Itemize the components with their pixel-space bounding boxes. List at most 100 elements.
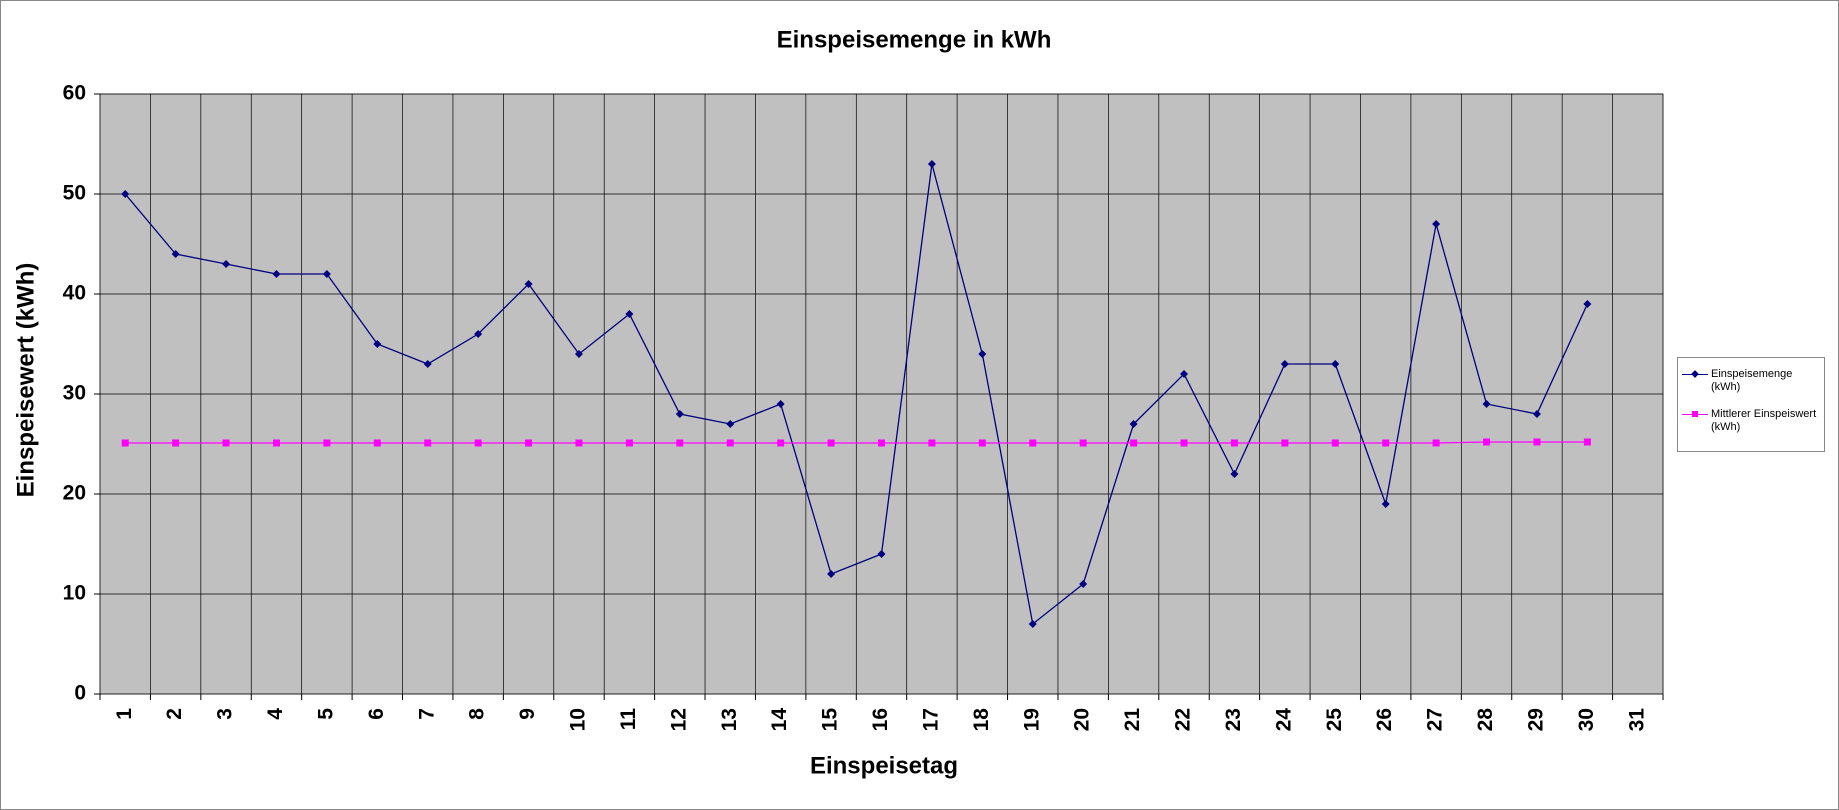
point [827,570,836,578]
point [423,360,432,368]
point [1280,360,1289,368]
point [474,439,482,447]
point [877,550,886,558]
point [474,330,483,338]
series-line [125,441,1588,444]
x-tick-label: 10 [567,708,590,731]
y-tick-label: 20 [63,482,86,505]
point [1432,220,1441,228]
x-tick-label: 18 [970,708,993,732]
point [1130,439,1138,447]
x-tick-label: 26 [1373,708,1396,731]
point [625,439,633,447]
point [1129,420,1138,428]
y-tick-label: 50 [63,182,86,205]
point [272,270,281,278]
x-tick-label: 30 [1575,708,1598,731]
y-tick-label: 60 [63,82,86,105]
point [524,280,533,288]
x-tick-label: 19 [1020,708,1043,731]
point [1331,439,1339,447]
point [1029,439,1037,447]
point [1432,439,1440,447]
legend-item: Einspeisemenge (kWh) [1682,368,1820,394]
y-tick-label: 30 [63,382,86,405]
point [978,350,987,358]
legend-swatch [1682,368,1708,380]
point [675,410,684,418]
legend-swatch [1682,408,1708,420]
x-tick-label: 3 [214,708,237,720]
point [1028,620,1037,628]
point [121,439,129,447]
y-tick-label: 40 [63,282,86,305]
x-tick-label: 17 [919,708,942,731]
x-tick-label: 9 [516,708,539,720]
x-tick-label: 16 [869,708,892,731]
point [1281,439,1289,447]
point [575,439,583,447]
point [121,190,130,198]
point [1382,439,1390,447]
legend-label: Einspeisemenge (kWh) [1711,368,1793,393]
point [776,400,785,408]
x-tick-label: 1 [113,708,136,720]
x-tick-label: 15 [819,708,842,732]
point [625,310,634,318]
legend-item: Mittlerer Einspeiswert (kWh) [1682,408,1820,434]
x-tick-label: 11 [617,708,640,731]
point [1230,439,1238,447]
point [1180,370,1189,378]
series-line [124,163,1588,626]
point [272,439,280,447]
point [1180,439,1188,447]
point [777,439,785,447]
point [322,270,331,278]
point [323,439,331,447]
x-tick-label: 7 [415,708,438,720]
point [927,160,936,168]
point [373,340,382,348]
point [676,439,684,447]
x-tick-label: 29 [1524,708,1547,731]
x-tick-label: 5 [314,708,337,720]
point [1381,500,1390,508]
point [222,260,231,268]
x-tick-label: 31 [1625,708,1648,732]
point [171,250,180,258]
x-tick-label: 23 [1222,708,1245,731]
point [726,439,734,447]
x-tick-label: 22 [1172,708,1195,731]
x-tick-label: 21 [1121,708,1144,732]
x-tick-label: 27 [1424,708,1447,731]
point [222,439,230,447]
point [1483,438,1491,446]
point [574,350,583,358]
x-tick-label: 6 [365,708,388,720]
x-tick-label: 25 [1323,708,1346,732]
point [878,439,885,447]
x-tick-label: 8 [466,708,489,720]
point [827,439,835,447]
x-axis-title: Einspeisetag [810,752,958,779]
point [1583,300,1592,308]
point [1532,410,1541,418]
legend-label: Mittlerer Einspeiswert (kWh) [1711,408,1817,433]
point [1079,439,1087,447]
point [373,439,381,447]
point [1482,400,1491,408]
x-tick-label: 28 [1474,708,1497,732]
point [726,420,735,428]
point [1230,470,1239,478]
point [928,439,936,447]
point [424,439,432,447]
point [525,439,533,447]
x-tick-label: 24 [1272,708,1295,732]
y-tick-label: 10 [63,582,86,605]
chart-title: Einspeisemenge in kWh [777,26,1052,53]
y-axis-title: Einspeisewert (kWh) [12,263,39,498]
legend: Einspeisemenge (kWh) Mittlerer Einspeiswe… [1677,357,1825,452]
x-tick-label: 20 [1071,708,1094,731]
